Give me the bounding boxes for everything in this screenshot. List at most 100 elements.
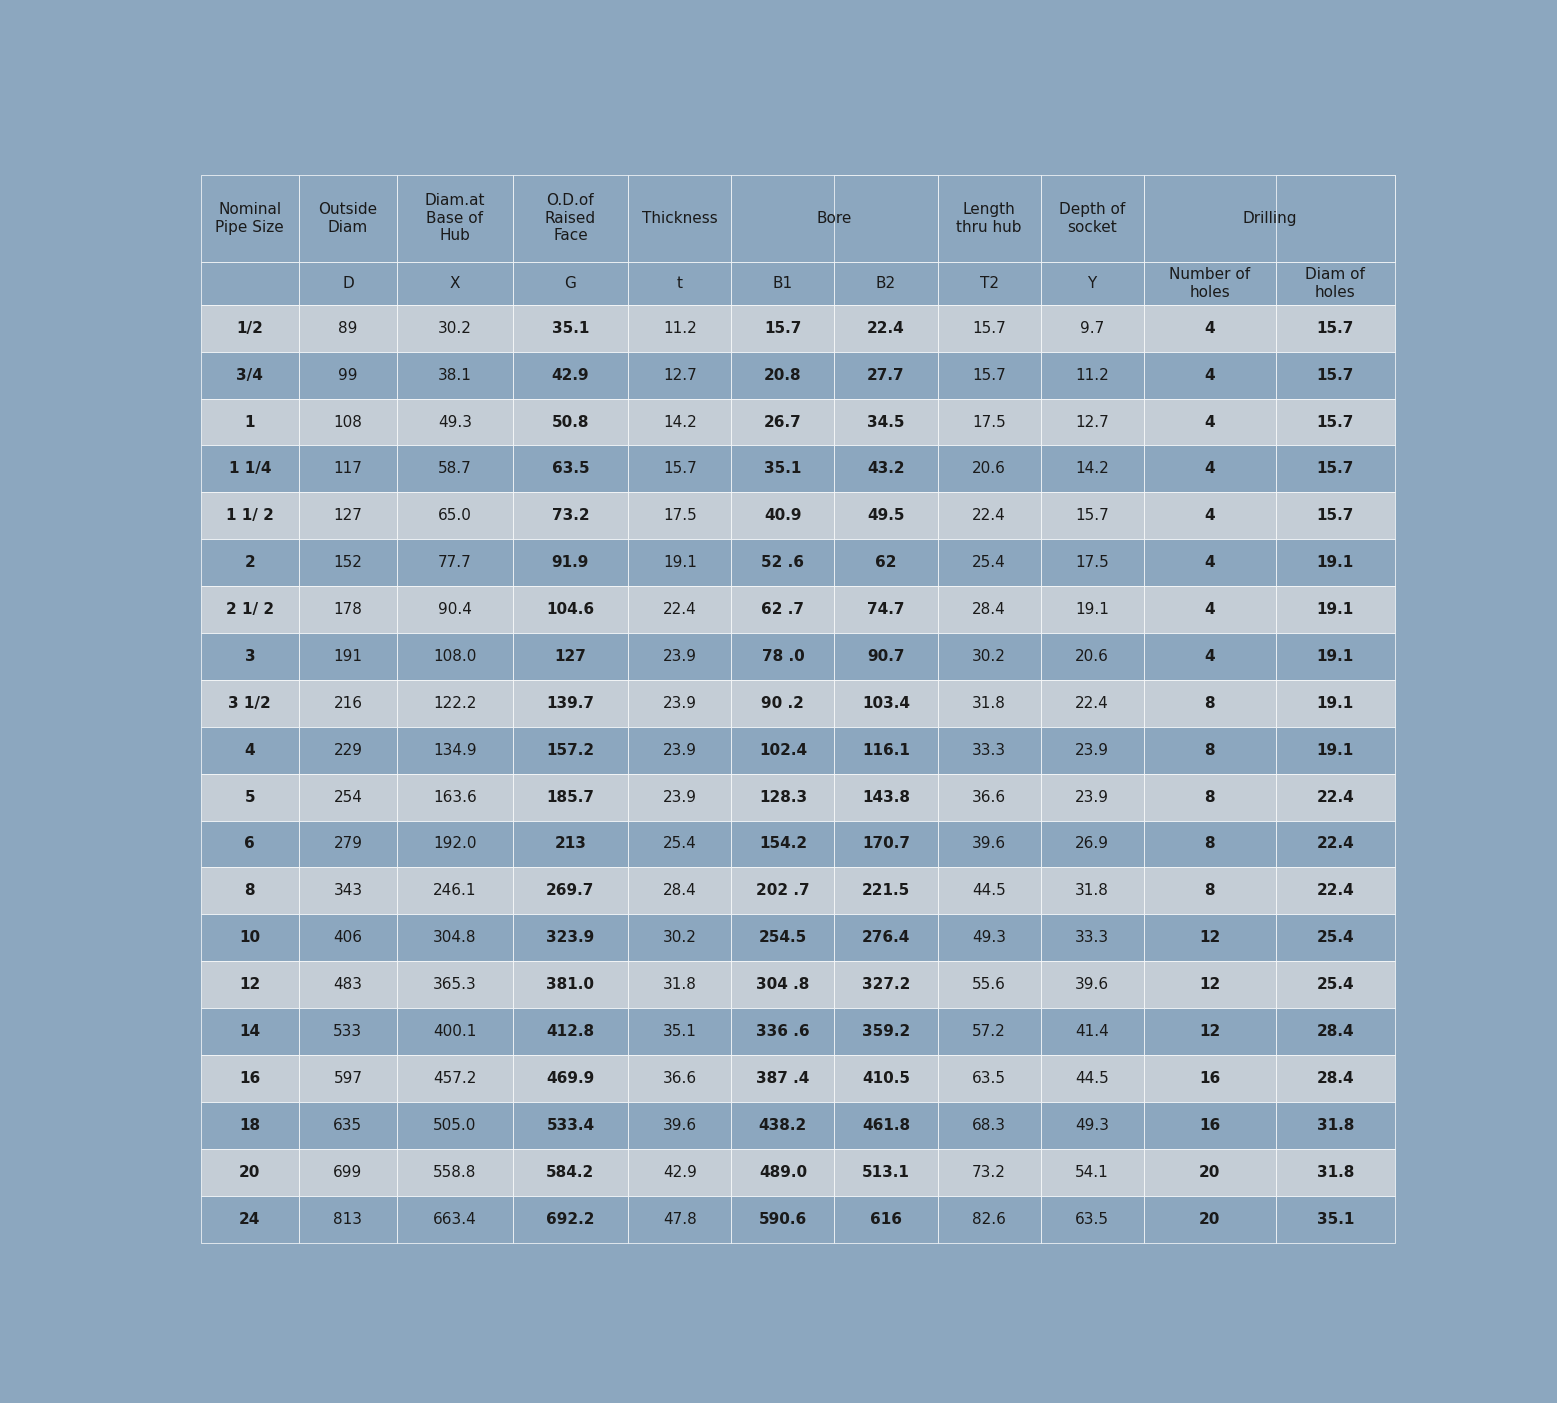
Bar <box>835 915 937 961</box>
Text: 191: 191 <box>333 650 363 664</box>
Bar <box>835 1195 937 1243</box>
Text: 178: 178 <box>333 602 363 617</box>
Text: 20.6: 20.6 <box>972 462 1006 477</box>
Bar <box>1040 262 1144 304</box>
Bar <box>397 1009 512 1055</box>
Text: 39.6: 39.6 <box>1074 976 1109 992</box>
Bar <box>629 398 732 446</box>
Text: 25.4: 25.4 <box>1317 930 1355 946</box>
Bar <box>1275 398 1395 446</box>
Text: 30.2: 30.2 <box>972 650 1006 664</box>
Text: 28.4: 28.4 <box>972 602 1006 617</box>
Text: 1: 1 <box>244 414 255 429</box>
Text: B1: B1 <box>772 276 793 290</box>
Bar <box>512 586 629 633</box>
Text: 457.2: 457.2 <box>433 1070 476 1086</box>
Text: 63.5: 63.5 <box>972 1070 1006 1086</box>
Bar <box>201 492 299 539</box>
Text: 20: 20 <box>1199 1164 1221 1180</box>
Text: 127: 127 <box>554 650 587 664</box>
Bar <box>937 1009 1040 1055</box>
Text: 28.4: 28.4 <box>1317 1070 1355 1086</box>
Bar <box>397 727 512 773</box>
Text: 14.2: 14.2 <box>663 414 696 429</box>
Bar <box>1144 174 1395 262</box>
Text: 90.4: 90.4 <box>438 602 472 617</box>
Text: 213: 213 <box>554 836 587 852</box>
Bar <box>629 492 732 539</box>
Text: 269.7: 269.7 <box>547 884 595 898</box>
Bar <box>835 1101 937 1149</box>
Bar <box>1275 174 1395 262</box>
Bar <box>397 915 512 961</box>
Text: 163.6: 163.6 <box>433 790 476 804</box>
Text: Diam.at
Base of
Hub: Diam.at Base of Hub <box>425 194 486 243</box>
Text: 22.4: 22.4 <box>1317 790 1355 804</box>
Text: 590.6: 590.6 <box>758 1212 807 1226</box>
Text: 39.6: 39.6 <box>663 1118 698 1132</box>
Text: Diam of
holes: Diam of holes <box>1305 267 1365 300</box>
Text: 412.8: 412.8 <box>547 1024 595 1040</box>
Bar <box>397 821 512 867</box>
Bar <box>299 961 397 1009</box>
Text: 469.9: 469.9 <box>547 1070 595 1086</box>
Text: 4: 4 <box>1205 556 1214 570</box>
Bar <box>1144 304 1275 352</box>
Text: 192.0: 192.0 <box>433 836 476 852</box>
Bar <box>835 773 937 821</box>
Text: 1 1/4: 1 1/4 <box>229 462 271 477</box>
Bar <box>835 633 937 680</box>
Text: 16: 16 <box>240 1070 260 1086</box>
Bar <box>835 398 937 446</box>
Bar <box>1144 492 1275 539</box>
Bar <box>512 1195 629 1243</box>
Bar <box>1040 492 1144 539</box>
Text: 91.9: 91.9 <box>551 556 589 570</box>
Bar <box>201 915 299 961</box>
Bar <box>512 1149 629 1195</box>
Bar <box>937 174 1040 262</box>
Bar <box>937 1149 1040 1195</box>
Bar <box>835 867 937 915</box>
Bar <box>201 1055 299 1101</box>
Text: 23.9: 23.9 <box>663 650 698 664</box>
Text: 54.1: 54.1 <box>1076 1164 1109 1180</box>
Bar <box>299 821 397 867</box>
Bar <box>299 680 397 727</box>
Bar <box>512 773 629 821</box>
Bar <box>1275 680 1395 727</box>
Text: 4: 4 <box>244 742 255 758</box>
Bar <box>397 304 512 352</box>
Bar <box>201 586 299 633</box>
Bar <box>732 773 835 821</box>
Bar <box>299 1149 397 1195</box>
Text: 327.2: 327.2 <box>861 976 911 992</box>
Bar <box>629 867 732 915</box>
Bar <box>201 633 299 680</box>
Text: 558.8: 558.8 <box>433 1164 476 1180</box>
Text: 20.8: 20.8 <box>764 368 802 383</box>
Text: 15.7: 15.7 <box>972 321 1006 335</box>
Text: 216: 216 <box>333 696 363 711</box>
Bar <box>732 398 835 446</box>
Text: 12: 12 <box>1199 1024 1221 1040</box>
Bar <box>732 867 835 915</box>
Text: 157.2: 157.2 <box>547 742 595 758</box>
Text: 90.7: 90.7 <box>867 650 905 664</box>
Bar <box>937 352 1040 398</box>
Bar <box>299 262 397 304</box>
Bar <box>201 1101 299 1149</box>
Bar <box>299 867 397 915</box>
Text: 616: 616 <box>870 1212 902 1226</box>
Bar <box>299 1055 397 1101</box>
Text: 30.2: 30.2 <box>663 930 696 946</box>
Text: 33.3: 33.3 <box>1074 930 1109 946</box>
Text: 22.4: 22.4 <box>663 602 696 617</box>
Text: 62: 62 <box>875 556 897 570</box>
Bar <box>512 174 629 262</box>
Bar <box>732 586 835 633</box>
Bar <box>835 1149 937 1195</box>
Text: 8: 8 <box>1205 836 1214 852</box>
Bar <box>732 446 835 492</box>
Bar <box>937 680 1040 727</box>
